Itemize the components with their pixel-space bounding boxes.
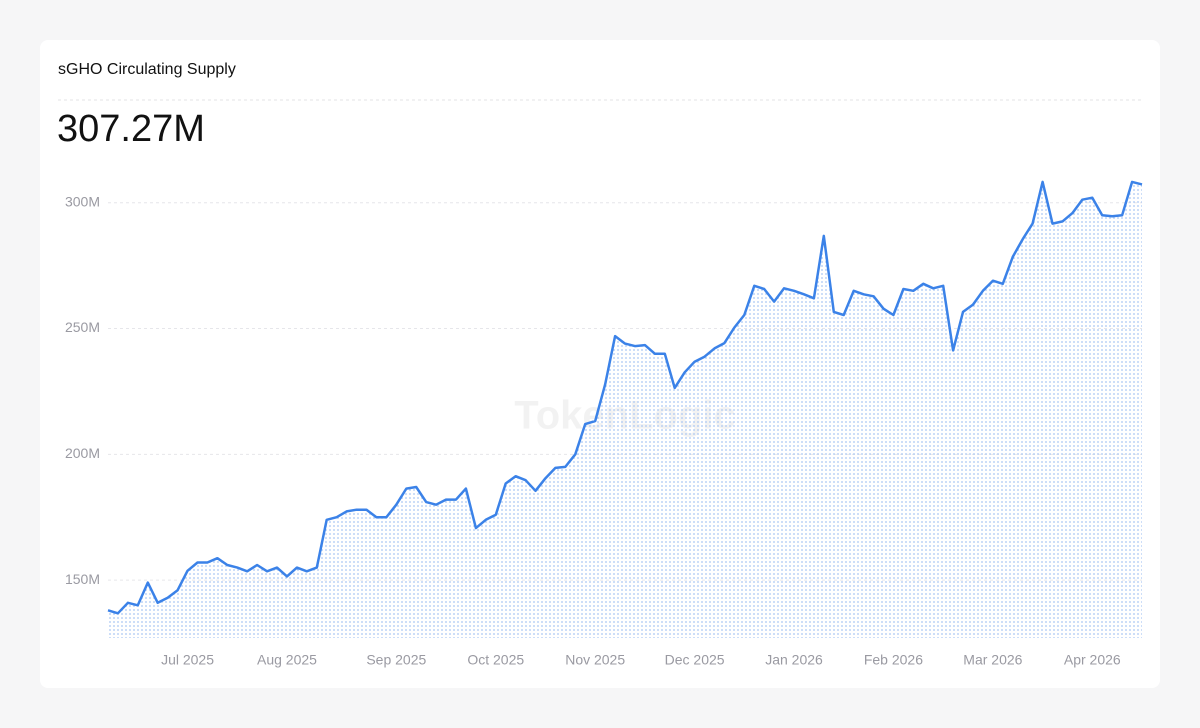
x-tick-label: Sep 2025 [366, 652, 426, 668]
x-tick-label: Jan 2026 [765, 652, 823, 668]
area-fill [108, 181, 1142, 638]
x-tick-label: Aug 2025 [257, 652, 317, 668]
x-tick-label: Nov 2025 [565, 652, 625, 668]
y-tick-label: 250M [65, 319, 100, 335]
y-tick-label: 150M [65, 571, 100, 587]
y-tick-label: 200M [65, 445, 100, 461]
chart-title: sGHO Circulating Supply [58, 61, 236, 78]
x-tick-label: Jul 2025 [161, 652, 214, 668]
line [107, 180, 1143, 615]
x-tick-label: Dec 2025 [665, 652, 725, 668]
x-tick-label: Mar 2026 [963, 652, 1022, 668]
x-tick-label: Apr 2026 [1064, 652, 1121, 668]
headline-value: 307.27M [57, 108, 205, 150]
x-tick-label: Oct 2025 [467, 652, 524, 668]
x-tick-label: Feb 2026 [864, 652, 923, 668]
y-tick-label: 300M [65, 193, 100, 209]
